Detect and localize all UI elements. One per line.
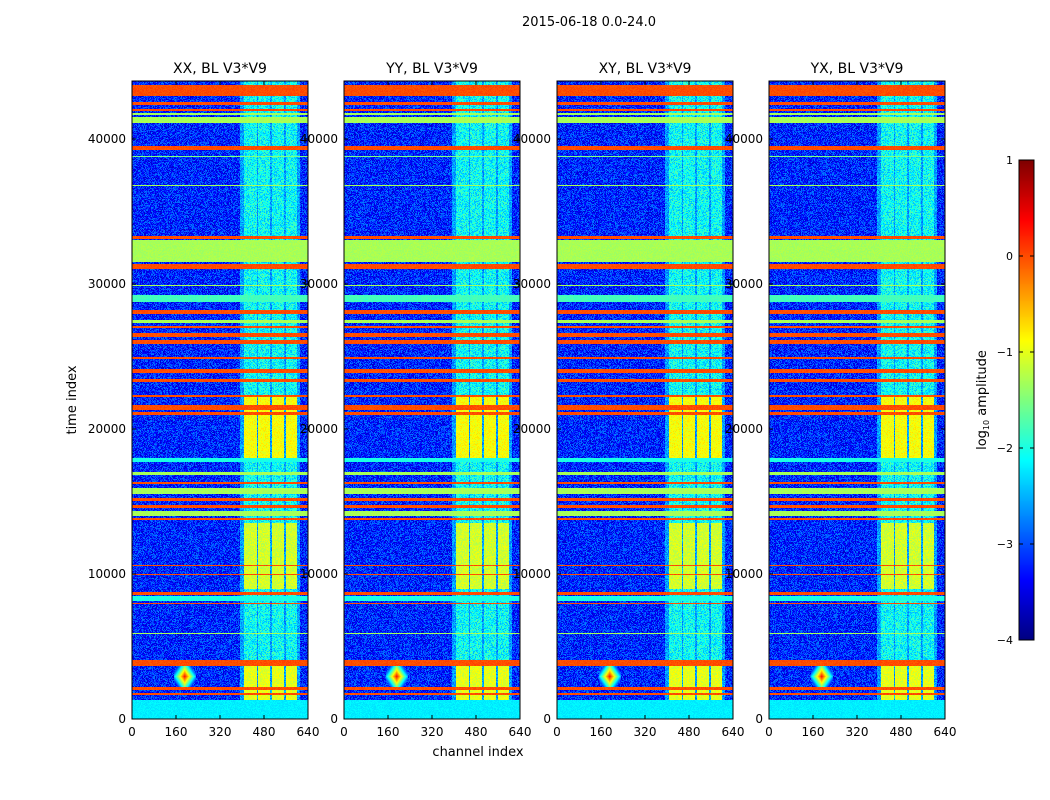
y-tick-label: 40000 xyxy=(725,132,763,146)
colorbar-tick-label: 1 xyxy=(1006,154,1013,167)
panel-frame xyxy=(131,80,309,720)
y-tick-label: 30000 xyxy=(88,277,126,291)
x-tick-label: 480 xyxy=(465,725,488,739)
x-tick-label: 160 xyxy=(802,725,825,739)
y-axis-label: time index xyxy=(65,365,80,434)
panel-title: YX, BL V3*V9 xyxy=(810,61,904,77)
x-tick-label: 0 xyxy=(128,725,136,739)
colorbar-label: log10 amplitude xyxy=(975,350,991,450)
colorbar-tick-label: −2 xyxy=(997,442,1013,455)
colorbar-tick-label: 0 xyxy=(1006,250,1013,263)
x-tick-label: 160 xyxy=(165,725,188,739)
y-tick-label: 0 xyxy=(330,712,338,726)
y-tick-label: 20000 xyxy=(513,422,551,436)
x-tick-label: 640 xyxy=(509,725,532,739)
panel-frame xyxy=(556,80,734,720)
y-tick-label: 40000 xyxy=(88,132,126,146)
y-tick-label: 0 xyxy=(118,712,126,726)
y-tick-label: 10000 xyxy=(300,567,338,581)
waterfall-panel-yx xyxy=(769,81,945,719)
x-tick-label: 0 xyxy=(765,725,773,739)
colorbar-tick-label: −1 xyxy=(997,346,1013,359)
y-tick-label: 10000 xyxy=(725,567,763,581)
y-tick-label: 20000 xyxy=(300,422,338,436)
x-tick-label: 320 xyxy=(634,725,657,739)
panel-title: XY, BL V3*V9 xyxy=(599,61,692,77)
x-tick-label: 480 xyxy=(253,725,276,739)
y-tick-label: 20000 xyxy=(725,422,763,436)
waterfall-panel-yy xyxy=(344,81,520,719)
panel-frame xyxy=(343,80,521,720)
x-tick-label: 640 xyxy=(297,725,320,739)
panel-title: YY, BL V3*V9 xyxy=(385,61,478,77)
x-tick-label: 160 xyxy=(377,725,400,739)
y-tick-label: 30000 xyxy=(513,277,551,291)
waterfall-panel-xy xyxy=(557,81,733,719)
x-tick-label: 0 xyxy=(340,725,348,739)
y-tick-label: 10000 xyxy=(88,567,126,581)
x-tick-label: 640 xyxy=(722,725,745,739)
y-tick-label: 10000 xyxy=(513,567,551,581)
x-tick-label: 0 xyxy=(553,725,561,739)
panel-title: XX, BL V3*V9 xyxy=(173,61,267,77)
waterfall-panel-xx xyxy=(132,81,308,719)
colorbar-tick-label: −3 xyxy=(997,538,1013,551)
x-tick-label: 480 xyxy=(678,725,701,739)
figure-title: 2015-06-18 0.0-24.0 xyxy=(522,15,656,30)
colorbar-gradient xyxy=(1019,160,1034,640)
y-tick-label: 40000 xyxy=(513,132,551,146)
y-tick-label: 0 xyxy=(543,712,551,726)
x-axis-label: channel index xyxy=(432,745,523,760)
y-tick-label: 20000 xyxy=(88,422,126,436)
x-tick-label: 160 xyxy=(590,725,613,739)
x-tick-label: 320 xyxy=(209,725,232,739)
y-tick-label: 0 xyxy=(755,712,763,726)
x-tick-label: 320 xyxy=(421,725,444,739)
y-tick-label: 30000 xyxy=(300,277,338,291)
x-tick-label: 320 xyxy=(846,725,869,739)
y-tick-label: 30000 xyxy=(725,277,763,291)
colorbar-tick-label: −4 xyxy=(997,634,1013,647)
panel-frame xyxy=(768,80,946,720)
y-tick-label: 40000 xyxy=(300,132,338,146)
x-tick-label: 480 xyxy=(890,725,913,739)
colorbar-frame xyxy=(1018,159,1035,641)
x-tick-label: 640 xyxy=(934,725,957,739)
